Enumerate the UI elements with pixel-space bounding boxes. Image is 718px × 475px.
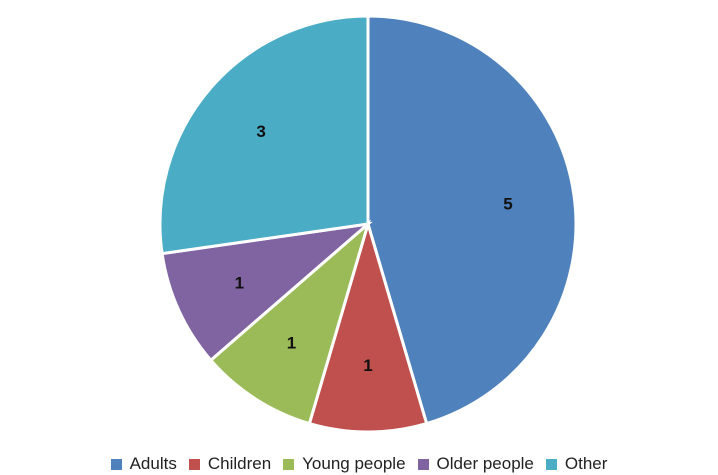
legend-item-adults: Adults	[110, 454, 177, 474]
legend-item-other: Other	[545, 454, 608, 474]
slices-layer	[158, 14, 578, 434]
pie-slice-other	[158, 14, 370, 256]
data-label-older-people: 1	[235, 273, 244, 292]
data-label-other: 3	[256, 122, 265, 141]
legend-label-adults: Adults	[129, 454, 177, 473]
legend-label-older-people: Older people	[436, 454, 534, 473]
legend-swatch-young-people	[283, 458, 295, 470]
pie-slice-children	[307, 218, 429, 434]
pie-slice-older-people	[160, 221, 373, 363]
legend-label-young-people: Young people	[302, 454, 406, 473]
data-label-young-people: 1	[287, 333, 296, 352]
data-labels-layer: 5 1 1 1 3	[235, 122, 513, 375]
legend-item-children: Children	[188, 454, 272, 474]
pie-slice-young-people	[208, 219, 371, 426]
legend-label-other: Other	[564, 454, 608, 473]
data-label-children: 1	[363, 356, 372, 375]
legend-swatch-adults	[110, 458, 122, 470]
legend: Adults Children Young people Older people Ot…	[0, 453, 718, 475]
legend-item-older-people: Older people	[417, 454, 534, 474]
data-label-adults: 5	[503, 194, 512, 213]
legend-swatch-children	[188, 458, 200, 470]
pie-slice-adults	[366, 14, 578, 426]
legend-label-children: Children	[207, 454, 272, 473]
legend-swatch-older-people	[417, 458, 429, 470]
legend-item-young-people: Young people	[283, 454, 406, 474]
legend-swatch-other	[545, 458, 557, 470]
pie-plot-area: 5 1 1 1 3	[158, 14, 578, 434]
